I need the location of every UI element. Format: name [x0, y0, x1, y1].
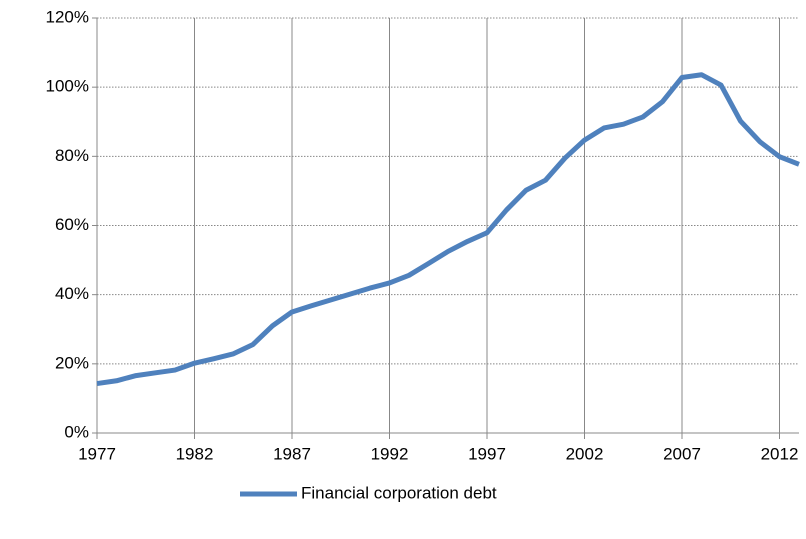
y-tick-label: 60% [55, 215, 89, 234]
y-tick-label: 120% [46, 7, 89, 26]
x-tick-label: 1977 [78, 444, 116, 463]
y-tick-label: 100% [46, 77, 89, 96]
x-tick-label: 1997 [468, 444, 506, 463]
x-tick-label: 1992 [371, 444, 409, 463]
x-tick-label: 2012 [761, 444, 799, 463]
y-tick-label: 20% [55, 353, 89, 372]
y-tick-label: 40% [55, 284, 89, 303]
line-series [96, 72, 800, 387]
x-tick-label: 1987 [273, 444, 311, 463]
y-tick-label: 0% [64, 422, 89, 441]
x-tick-label: 2007 [663, 444, 701, 463]
x-tick-label: 2002 [566, 444, 604, 463]
legend-label: Financial corporation debt [301, 483, 497, 502]
y-tick-label: 80% [55, 146, 89, 165]
x-tick-label: 1982 [176, 444, 214, 463]
